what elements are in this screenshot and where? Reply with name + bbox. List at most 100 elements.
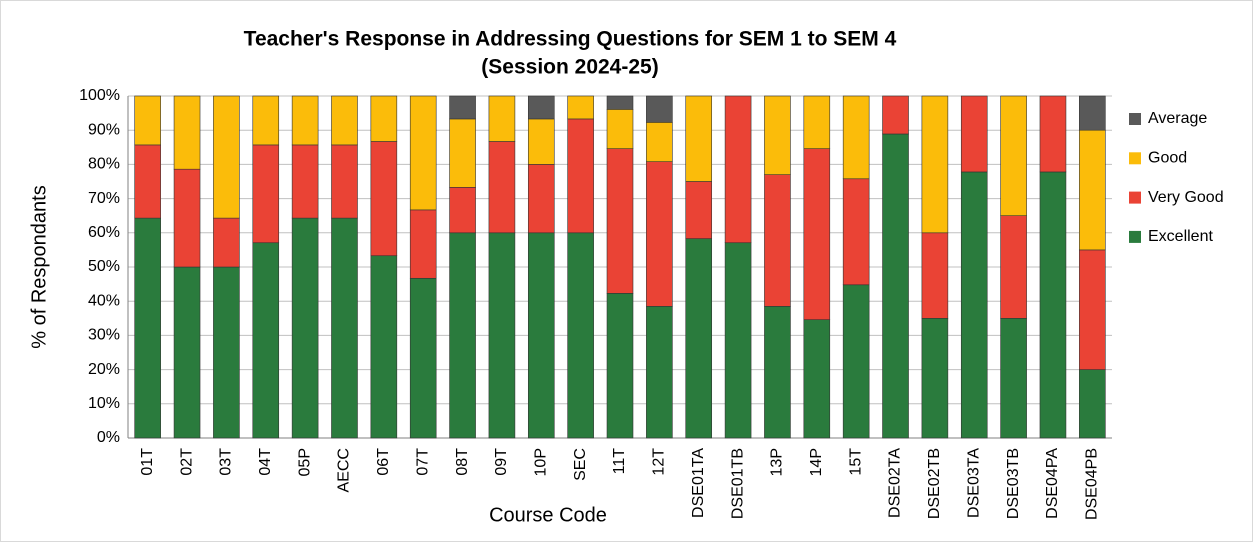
chart-subtitle: (Session 2024-25) bbox=[481, 56, 658, 79]
y-tick-label: 60% bbox=[88, 224, 120, 241]
bar-segment bbox=[606, 109, 634, 149]
x-tick-label: DSE01TA bbox=[690, 448, 707, 518]
bar-segment bbox=[960, 171, 988, 439]
legend-swatch bbox=[1129, 230, 1141, 243]
bar-segment bbox=[567, 232, 594, 439]
bar-segment bbox=[488, 141, 516, 234]
bar-segment bbox=[1039, 95, 1067, 173]
bar-segment bbox=[921, 95, 949, 234]
bar-segment bbox=[1079, 369, 1106, 439]
x-tick-label: 02T bbox=[178, 448, 195, 476]
x-tick-label: 04T bbox=[257, 448, 274, 476]
x-tick-label: DSE04PB bbox=[1084, 448, 1101, 520]
bar-segment bbox=[409, 277, 437, 439]
bar-segment bbox=[527, 95, 555, 120]
bar-segment bbox=[449, 232, 476, 439]
x-tick-label: 06T bbox=[375, 448, 392, 476]
x-tick-label: DSE02TB bbox=[926, 448, 943, 519]
bar-segment bbox=[527, 232, 555, 439]
bar-segment bbox=[173, 266, 201, 439]
y-tick-label: 90% bbox=[88, 121, 120, 138]
bar-segment bbox=[764, 306, 791, 439]
bar-segment bbox=[134, 144, 161, 219]
bar-segment bbox=[606, 95, 634, 110]
bar-segment bbox=[449, 95, 476, 120]
bar-segment bbox=[409, 209, 437, 279]
bar-segment bbox=[331, 144, 358, 219]
bar-segment bbox=[213, 217, 240, 268]
x-tick-label: AECC bbox=[336, 448, 353, 492]
bar-segment bbox=[960, 95, 988, 173]
bar-segment bbox=[606, 293, 634, 439]
bar-segment bbox=[803, 319, 831, 439]
legend-swatch bbox=[1129, 191, 1141, 204]
bar-segment bbox=[1079, 95, 1106, 131]
x-tick-label: 03T bbox=[218, 448, 235, 476]
bar-segment bbox=[842, 284, 870, 439]
bar-segment bbox=[331, 95, 358, 146]
bar-segment bbox=[803, 95, 831, 149]
legend-swatch bbox=[1129, 113, 1141, 125]
bar-segment bbox=[488, 95, 516, 142]
bar-segment bbox=[252, 95, 280, 146]
bar-segment bbox=[488, 232, 516, 439]
y-tick-label: 10% bbox=[88, 395, 120, 412]
bar-segment bbox=[331, 217, 358, 439]
bar-segment bbox=[1079, 129, 1106, 251]
legend-label: Very Good bbox=[1148, 189, 1224, 206]
bar-segment bbox=[134, 217, 161, 439]
bar-segment bbox=[134, 95, 161, 146]
bar-segment bbox=[724, 95, 752, 244]
x-tick-label: 14P bbox=[808, 448, 825, 476]
bar-segment bbox=[685, 238, 713, 439]
x-tick-label: 01T bbox=[139, 448, 156, 476]
y-tick-label: 40% bbox=[88, 292, 120, 309]
x-tick-label: DSE01TB bbox=[729, 448, 746, 519]
y-tick-label: 70% bbox=[88, 190, 120, 207]
bar-segment bbox=[567, 95, 594, 120]
bar-segment bbox=[1000, 317, 1027, 439]
y-tick-label: 0% bbox=[97, 429, 120, 446]
x-tick-label: DSE04PA bbox=[1044, 448, 1061, 519]
bar-segment bbox=[646, 122, 673, 162]
x-tick-label: 10P bbox=[532, 448, 549, 476]
bar-segment bbox=[803, 148, 831, 320]
y-tick-label: 50% bbox=[88, 258, 120, 275]
x-tick-label: SEC bbox=[572, 448, 589, 481]
legend-label: Excellent bbox=[1148, 228, 1213, 245]
y-tick-label: 20% bbox=[88, 361, 120, 378]
x-tick-label: 08T bbox=[454, 448, 471, 476]
legend-label: Good bbox=[1148, 150, 1187, 167]
bar-segment bbox=[921, 317, 949, 439]
y-tick-label: 100% bbox=[79, 87, 120, 104]
bar-segment bbox=[764, 95, 791, 175]
bar-segment bbox=[606, 148, 634, 294]
bar-segment bbox=[291, 95, 319, 146]
bar-segment bbox=[449, 187, 476, 234]
bar-segment bbox=[527, 118, 555, 165]
y-tick-label: 30% bbox=[88, 327, 120, 344]
bar-segment bbox=[370, 255, 398, 439]
x-tick-label: 12T bbox=[651, 448, 668, 476]
bar-segment bbox=[527, 164, 555, 234]
bar-segment bbox=[1000, 215, 1027, 319]
x-tick-label: DSE03TA bbox=[965, 448, 982, 518]
x-axis-title: Course Code bbox=[489, 504, 607, 526]
x-tick-label: DSE02TA bbox=[887, 448, 904, 518]
bar-segment bbox=[724, 242, 752, 439]
x-tick-label: 07T bbox=[414, 448, 431, 476]
bar-segment bbox=[173, 168, 201, 268]
bar-segment bbox=[567, 118, 594, 234]
bar-segment bbox=[213, 266, 240, 439]
x-tick-label: 15T bbox=[847, 448, 864, 476]
x-tick-label: 05P bbox=[296, 448, 313, 476]
bar-segment bbox=[291, 144, 319, 219]
y-tick-label: 80% bbox=[88, 156, 120, 173]
bar-segment bbox=[252, 242, 280, 439]
bar-segment bbox=[921, 232, 949, 319]
x-tick-label: 13P bbox=[769, 448, 786, 476]
bar-segment bbox=[291, 217, 319, 439]
bar-segment bbox=[764, 174, 791, 307]
bar-segment bbox=[646, 306, 673, 439]
